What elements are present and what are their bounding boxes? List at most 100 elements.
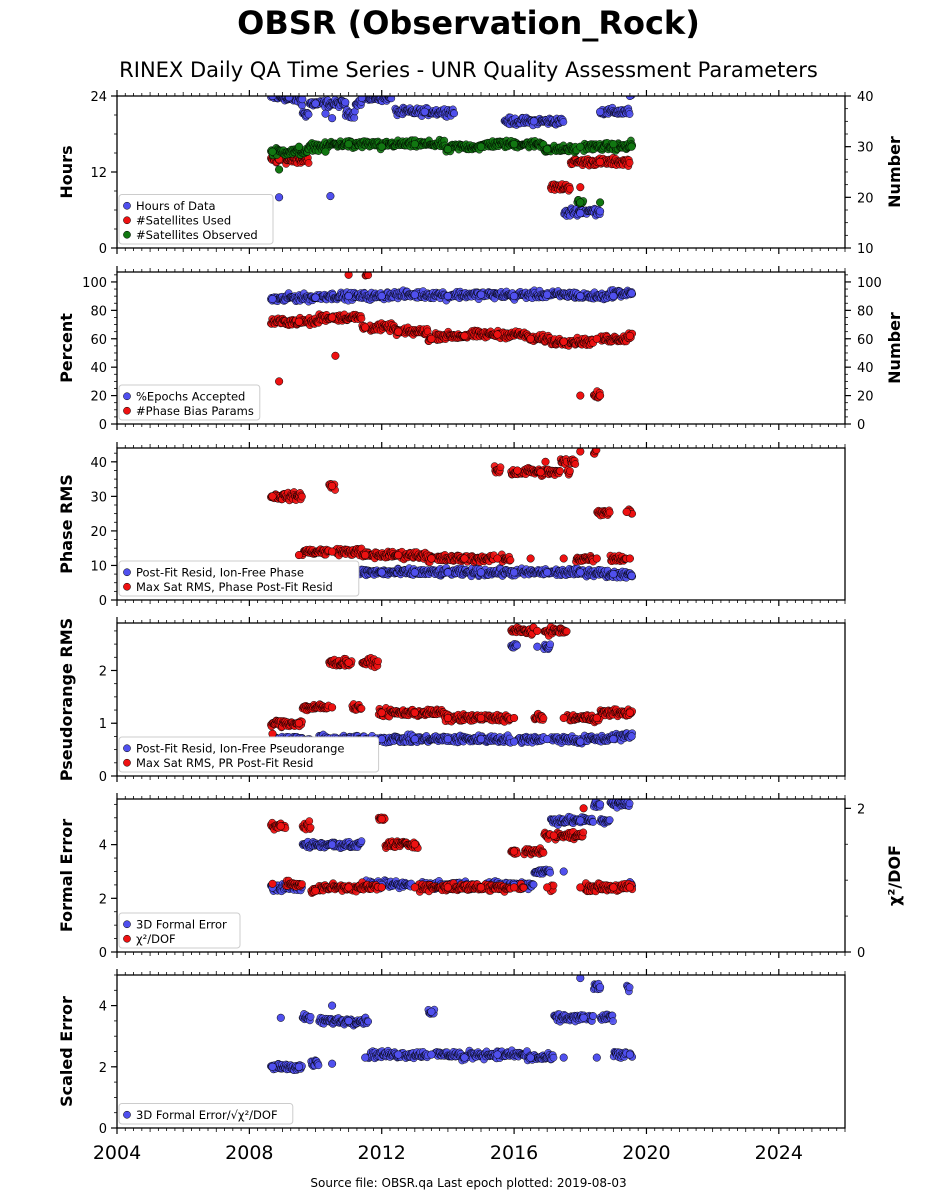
y-tick-label: 30	[90, 490, 107, 505]
data-point	[344, 140, 353, 149]
data-point	[460, 554, 469, 563]
y2-axis-label: Number	[885, 136, 904, 208]
data-point	[513, 641, 521, 650]
data-point	[476, 735, 486, 744]
data-point	[443, 735, 452, 744]
data-point	[627, 289, 636, 298]
data-point	[556, 467, 564, 475]
data-point	[609, 292, 618, 301]
legend-label: Hours of Data	[136, 199, 216, 213]
legend-marker	[123, 201, 131, 210]
data-point	[592, 334, 601, 343]
y2-tick-label: 10	[857, 242, 874, 257]
data-point	[513, 466, 522, 475]
data-point	[592, 554, 601, 563]
legend-label: #Phase Bias Params	[136, 404, 254, 418]
data-point	[410, 140, 419, 149]
legend-label: #Satellites Used	[136, 213, 231, 227]
data-point	[627, 142, 636, 151]
y2-tick-label: 80	[857, 304, 874, 319]
data-point	[285, 96, 294, 102]
y2-tick-label: 60	[857, 333, 874, 348]
data-point	[526, 554, 535, 563]
data-point	[377, 568, 386, 577]
data-point	[493, 330, 502, 339]
data-point	[576, 448, 585, 456]
panel-2: 0 20 40 60 80 100 Percent 0 20 40 60 80 100 Number %Ep…	[57, 266, 904, 433]
data-point	[275, 377, 284, 386]
chart-title: OBSR (Observation_Rock)	[237, 4, 700, 42]
data-point	[294, 551, 304, 560]
y-axis-label: Percent	[57, 313, 76, 383]
data-point	[341, 98, 350, 107]
data-point	[427, 334, 436, 343]
data-point	[377, 292, 386, 301]
y-tick-label: 40	[90, 456, 107, 471]
data-point	[377, 142, 386, 151]
data-point	[625, 110, 634, 118]
data-point	[443, 145, 452, 154]
data-points	[267, 623, 637, 749]
legend-marker	[123, 582, 131, 591]
data-point	[394, 327, 403, 336]
data-point	[627, 571, 636, 580]
data-point	[543, 735, 552, 744]
data-point	[328, 313, 337, 322]
data-point	[510, 737, 519, 746]
data-point	[559, 118, 568, 126]
data-point	[609, 140, 618, 149]
data-point	[357, 314, 366, 323]
data-point	[543, 145, 552, 154]
data-point	[294, 317, 304, 326]
data-point	[571, 460, 580, 468]
data-point	[311, 293, 320, 302]
data-point	[576, 292, 585, 301]
data-point	[268, 294, 277, 304]
data-point	[443, 568, 452, 577]
y2-tick-label: 40	[857, 361, 874, 376]
data-point	[506, 556, 515, 564]
y-axis-label: Phase RMS	[57, 474, 76, 574]
y-tick-label: 10	[90, 559, 107, 574]
y2-tick-label: 100	[857, 276, 882, 291]
data-point	[350, 113, 359, 122]
data-points	[267, 96, 637, 220]
y2-tick-label: 30	[857, 141, 874, 156]
legend-label: %Epochs Accepted	[136, 389, 245, 403]
data-point	[559, 554, 568, 563]
data-point	[476, 568, 486, 577]
data-point	[609, 570, 618, 579]
data-point	[576, 183, 585, 192]
data-point	[566, 185, 574, 193]
legend-marker	[123, 406, 131, 415]
data-point	[605, 508, 614, 517]
legend-marker	[123, 230, 131, 239]
data-point	[596, 157, 605, 166]
data-point	[410, 735, 419, 744]
y2-tick-label: 40	[857, 90, 874, 105]
data-point	[443, 292, 452, 301]
data-point	[361, 551, 370, 560]
data-point	[321, 109, 330, 118]
y-tick-label: 60	[90, 333, 107, 348]
data-point	[625, 331, 634, 340]
data-point	[576, 198, 585, 207]
data-point	[275, 165, 284, 174]
data-point	[357, 96, 366, 102]
data-point	[596, 207, 605, 216]
y-tick-label: 40	[90, 361, 107, 376]
data-point	[493, 554, 502, 563]
data-point	[326, 192, 335, 201]
data-point	[364, 272, 373, 280]
y-tick-label: 20	[90, 390, 107, 405]
data-point	[427, 554, 436, 563]
data-point	[321, 147, 330, 156]
data-point	[596, 391, 605, 400]
data-point	[476, 142, 486, 151]
data-point	[576, 391, 585, 400]
data-point	[387, 96, 396, 103]
y2-tick-label: 20	[857, 191, 874, 206]
data-point	[559, 337, 568, 346]
data-point	[304, 159, 313, 167]
